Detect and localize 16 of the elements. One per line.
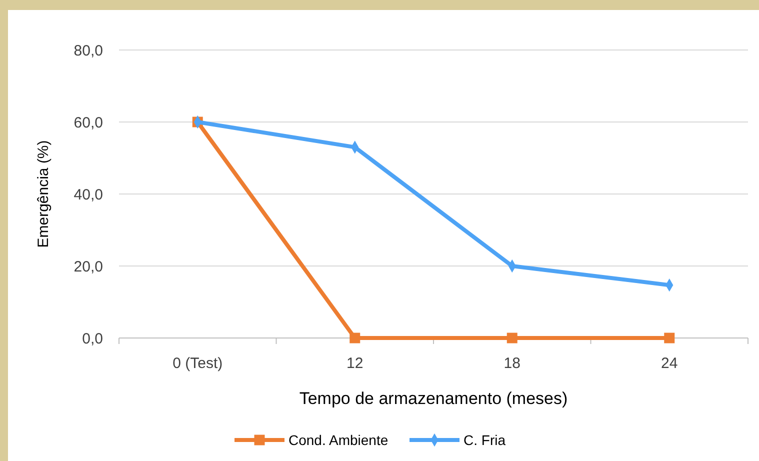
x-axis-title: Tempo de armazenamento (meses) — [299, 389, 568, 408]
y-tick-label: 20,0 — [74, 258, 103, 276]
point — [350, 332, 360, 344]
y-tick-label: 60,0 — [74, 114, 103, 132]
y-tick-label: 40,0 — [74, 186, 103, 204]
x-tick-label: 12 — [346, 355, 364, 372]
legend-label: Cond. Ambiente — [288, 432, 388, 448]
y-axis-title: Emergência (%) — [35, 140, 52, 248]
point — [506, 332, 518, 344]
y-tick-label: 80,0 — [74, 42, 103, 60]
x-tick-label: 0 (Test) — [172, 355, 223, 372]
x-tick-label: 24 — [661, 355, 678, 372]
y-tick-label: 0,0 — [82, 330, 103, 348]
point — [664, 332, 675, 344]
x-tick-label: 18 — [504, 355, 520, 372]
legend-label: C. Fria — [464, 432, 506, 448]
